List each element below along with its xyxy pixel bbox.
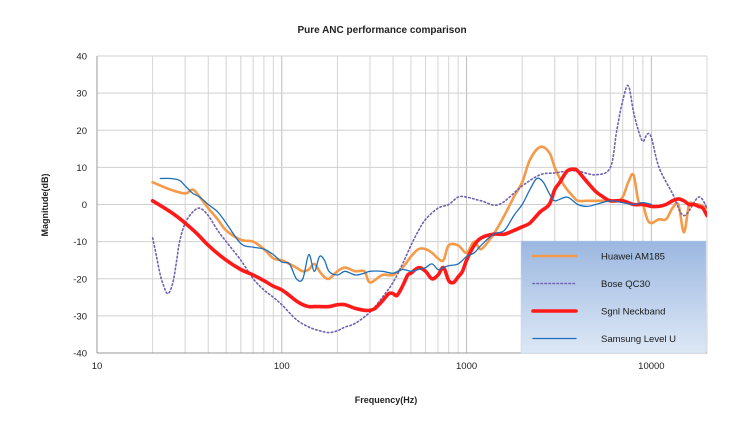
legend-box — [520, 240, 707, 354]
y-tick-label: 30 — [76, 89, 87, 100]
x-tick-label: 1000 — [456, 361, 477, 372]
y-tick-label: 40 — [76, 52, 87, 63]
x-axis-label: Frequency(Hz) — [355, 395, 418, 405]
legend: Huawei AM185 Bose QC30 Sgnl Neckband Samsun… — [520, 240, 707, 354]
series-line-1 — [151, 84, 707, 334]
y-tick-label: -20 — [73, 274, 87, 285]
y-tick-label: 20 — [76, 126, 87, 137]
legend-label-0: Huawei AM185 — [601, 252, 665, 263]
y-tick-label: 10 — [76, 163, 87, 174]
y-tick-label: 0 — [82, 200, 87, 211]
chart-title: Pure ANC performance comparison — [297, 25, 466, 36]
legend-label-2: Sgnl Neckband — [601, 307, 665, 318]
x-tick-label: 10 — [92, 361, 103, 372]
y-axis-label: Magnitude(dB) — [40, 174, 50, 237]
y-tick-label: -10 — [73, 237, 87, 248]
y-tick-label: -40 — [73, 349, 87, 360]
x-tick-label: 10000 — [638, 361, 664, 372]
y-tick-label: -30 — [73, 311, 87, 322]
x-tick-label: 100 — [274, 361, 290, 372]
series-layer — [150, 84, 707, 334]
legend-label-3: Samsung Level U — [601, 334, 676, 345]
series-line-0 — [151, 145, 707, 284]
legend-label-1: Bose QC30 — [601, 279, 650, 290]
series-line-3 — [159, 177, 653, 282]
